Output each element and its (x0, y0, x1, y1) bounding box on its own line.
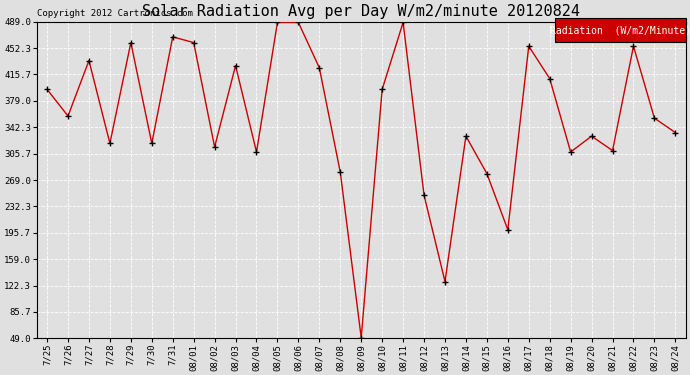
Title: Solar Radiation Avg per Day W/m2/minute 20120824: Solar Radiation Avg per Day W/m2/minute … (142, 4, 580, 19)
Text: Radiation  (W/m2/Minute): Radiation (W/m2/Minute) (550, 25, 690, 35)
Text: Copyright 2012 Cartronics.com: Copyright 2012 Cartronics.com (37, 9, 193, 18)
